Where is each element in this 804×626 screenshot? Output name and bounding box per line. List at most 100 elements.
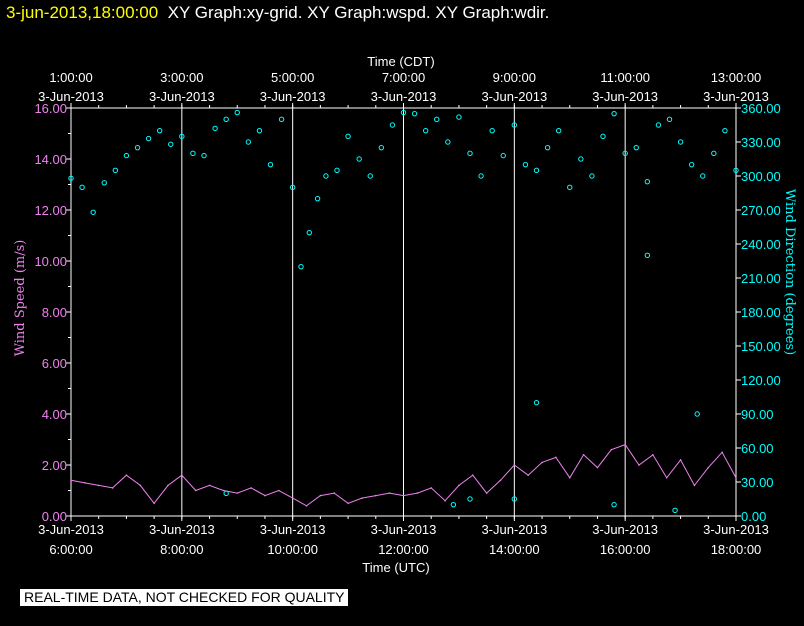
wind-direction-point bbox=[589, 173, 595, 179]
wind-direction-point bbox=[289, 184, 296, 191]
wind-speed-point bbox=[347, 502, 349, 505]
wind-speed-point bbox=[97, 484, 100, 487]
wind-direction-point bbox=[68, 175, 74, 181]
wind-direction-point bbox=[367, 173, 373, 179]
wind-direction-point bbox=[694, 411, 700, 417]
wind-speed-point bbox=[582, 454, 585, 456]
wind-direction-point bbox=[112, 167, 119, 174]
bottom-tick-time: 16:00:00 bbox=[600, 542, 651, 557]
wind-direction-point bbox=[672, 507, 678, 514]
wind-speed-point bbox=[430, 487, 433, 489]
wind-direction-point bbox=[306, 229, 312, 236]
top-tick-time: 7:00:00 bbox=[382, 70, 425, 85]
top-axis-ticks: 1:00:00 3-Jun-2013 3:00:00 3-Jun-2013 5:00:0… bbox=[38, 70, 769, 108]
wind-direction-point bbox=[544, 144, 551, 151]
right-tick-label: 0.00 bbox=[741, 509, 766, 524]
grid-lines bbox=[181, 108, 626, 516]
right-tick-label: 360.00 bbox=[741, 101, 781, 116]
wind-speed-point bbox=[250, 487, 252, 489]
wind-speed-point bbox=[638, 464, 640, 466]
top-tick-date: 3-Jun-2013 bbox=[38, 89, 104, 104]
wind-speed-point bbox=[735, 476, 737, 479]
top-tick-time: 9:00:00 bbox=[493, 70, 536, 85]
left-tick-label: 6.00 bbox=[42, 356, 67, 371]
wind-speed-point bbox=[541, 461, 543, 464]
wind-speed-point bbox=[458, 484, 460, 487]
wind-direction-point bbox=[190, 150, 196, 157]
wind-speed-point bbox=[319, 494, 322, 497]
bottom-tick-time: 6:00:00 bbox=[49, 542, 92, 557]
wind-direction-point bbox=[555, 127, 562, 134]
bottom-tick-date: 3-Jun-2013 bbox=[38, 522, 104, 537]
right-tick-label: 210.00 bbox=[741, 271, 781, 286]
wind-speed-point bbox=[374, 494, 377, 497]
wind-speed-point bbox=[568, 476, 571, 479]
wind-speed-point bbox=[388, 492, 391, 494]
wind-direction-point bbox=[267, 161, 274, 168]
left-tick-label: 0.00 bbox=[42, 509, 67, 524]
top-tick-time: 13:00:00 bbox=[711, 70, 762, 85]
wind-direction-point bbox=[389, 122, 396, 128]
wind-speed-point bbox=[624, 443, 626, 446]
graph-labels: XY Graph:xy-grid. XY Graph:wspd. XY Grap… bbox=[167, 3, 550, 22]
wind-speed-point bbox=[679, 459, 682, 461]
wind-direction-point bbox=[533, 399, 540, 406]
wind-direction-point bbox=[134, 144, 141, 151]
right-tick-label: 300.00 bbox=[741, 169, 781, 184]
wind-speed-point bbox=[278, 489, 280, 492]
wind-speed-point bbox=[333, 492, 336, 494]
wind-speed-point bbox=[139, 484, 142, 487]
wind-speed-point bbox=[610, 448, 613, 451]
wind-speed-point bbox=[181, 474, 183, 477]
right-tick-label: 330.00 bbox=[741, 135, 781, 150]
wind-direction-point bbox=[511, 122, 518, 128]
wind-speed-point bbox=[416, 492, 419, 494]
left-tick-label: 2.00 bbox=[42, 458, 67, 473]
wind-direction-point bbox=[500, 152, 506, 159]
bottom-tick-date: 3-Jun-2013 bbox=[260, 522, 326, 537]
wind-direction-point bbox=[145, 135, 152, 142]
wind-direction-point bbox=[700, 173, 706, 179]
wind-direction-point bbox=[622, 150, 628, 157]
quality-disclaimer: REAL-TIME DATA, NOT CHECKED FOR QUALITY bbox=[20, 589, 349, 606]
bottom-tick-time: 14:00:00 bbox=[489, 542, 540, 557]
bottom-tick-date: 3-Jun-2013 bbox=[703, 522, 769, 537]
wind-direction-point bbox=[212, 125, 218, 132]
top-tick-date: 3-Jun-2013 bbox=[149, 89, 215, 104]
wind-speed-point bbox=[264, 494, 266, 497]
wind-direction-point bbox=[722, 127, 728, 134]
wind-direction-point bbox=[688, 161, 695, 168]
right-axis-ticks: 0.00 30.00 60.00 90.00 120.00 150.00 180.00 210… bbox=[736, 101, 781, 524]
wind-speed-point bbox=[236, 492, 239, 494]
bottom-tick-date: 3-Jun-2013 bbox=[371, 522, 437, 537]
wind-speed-point bbox=[208, 484, 211, 487]
top-axis-label: Time (CDT) bbox=[367, 54, 434, 69]
wind-speed-point bbox=[721, 451, 723, 454]
wind-direction-point bbox=[533, 167, 540, 174]
wind-direction-point bbox=[511, 496, 518, 502]
wind-speed-point bbox=[555, 456, 557, 459]
top-tick-date: 3-Jun-2013 bbox=[481, 89, 547, 104]
wind-direction-point bbox=[334, 167, 340, 174]
top-tick-date: 3-Jun-2013 bbox=[371, 89, 437, 104]
top-tick-date: 3-Jun-2013 bbox=[592, 89, 658, 104]
wind-direction-point bbox=[611, 501, 617, 508]
right-tick-label: 240.00 bbox=[741, 237, 781, 252]
wind-direction-point bbox=[298, 263, 304, 270]
top-tick-date: 3-Jun-2013 bbox=[703, 89, 769, 104]
wind-direction-point bbox=[489, 127, 495, 134]
wind-direction-point bbox=[156, 127, 163, 134]
timestamp-label: 3-jun-2013,18:00:00 bbox=[6, 3, 159, 22]
left-tick-label: 16.00 bbox=[34, 101, 67, 116]
wind-direction-point bbox=[314, 195, 321, 202]
right-tick-label: 30.00 bbox=[741, 475, 774, 490]
top-tick-time: 11:00:00 bbox=[600, 70, 650, 85]
wind-speed-point bbox=[153, 502, 155, 505]
wind-direction-point bbox=[256, 127, 263, 134]
wind-direction-point bbox=[522, 161, 529, 168]
wind-direction-point bbox=[90, 209, 96, 215]
left-axis-ticks: 0.00 2.00 4.00 6.00 8.00 10.00 12.00 14.00 16.00 bbox=[34, 101, 71, 524]
top-tick-time: 3:00:00 bbox=[160, 70, 203, 85]
bottom-axis-ticks: 3-Jun-2013 6:00:00 3-Jun-2013 8:00:00 3-Jun-… bbox=[38, 516, 769, 557]
bottom-tick-date: 3-Jun-2013 bbox=[149, 522, 215, 537]
